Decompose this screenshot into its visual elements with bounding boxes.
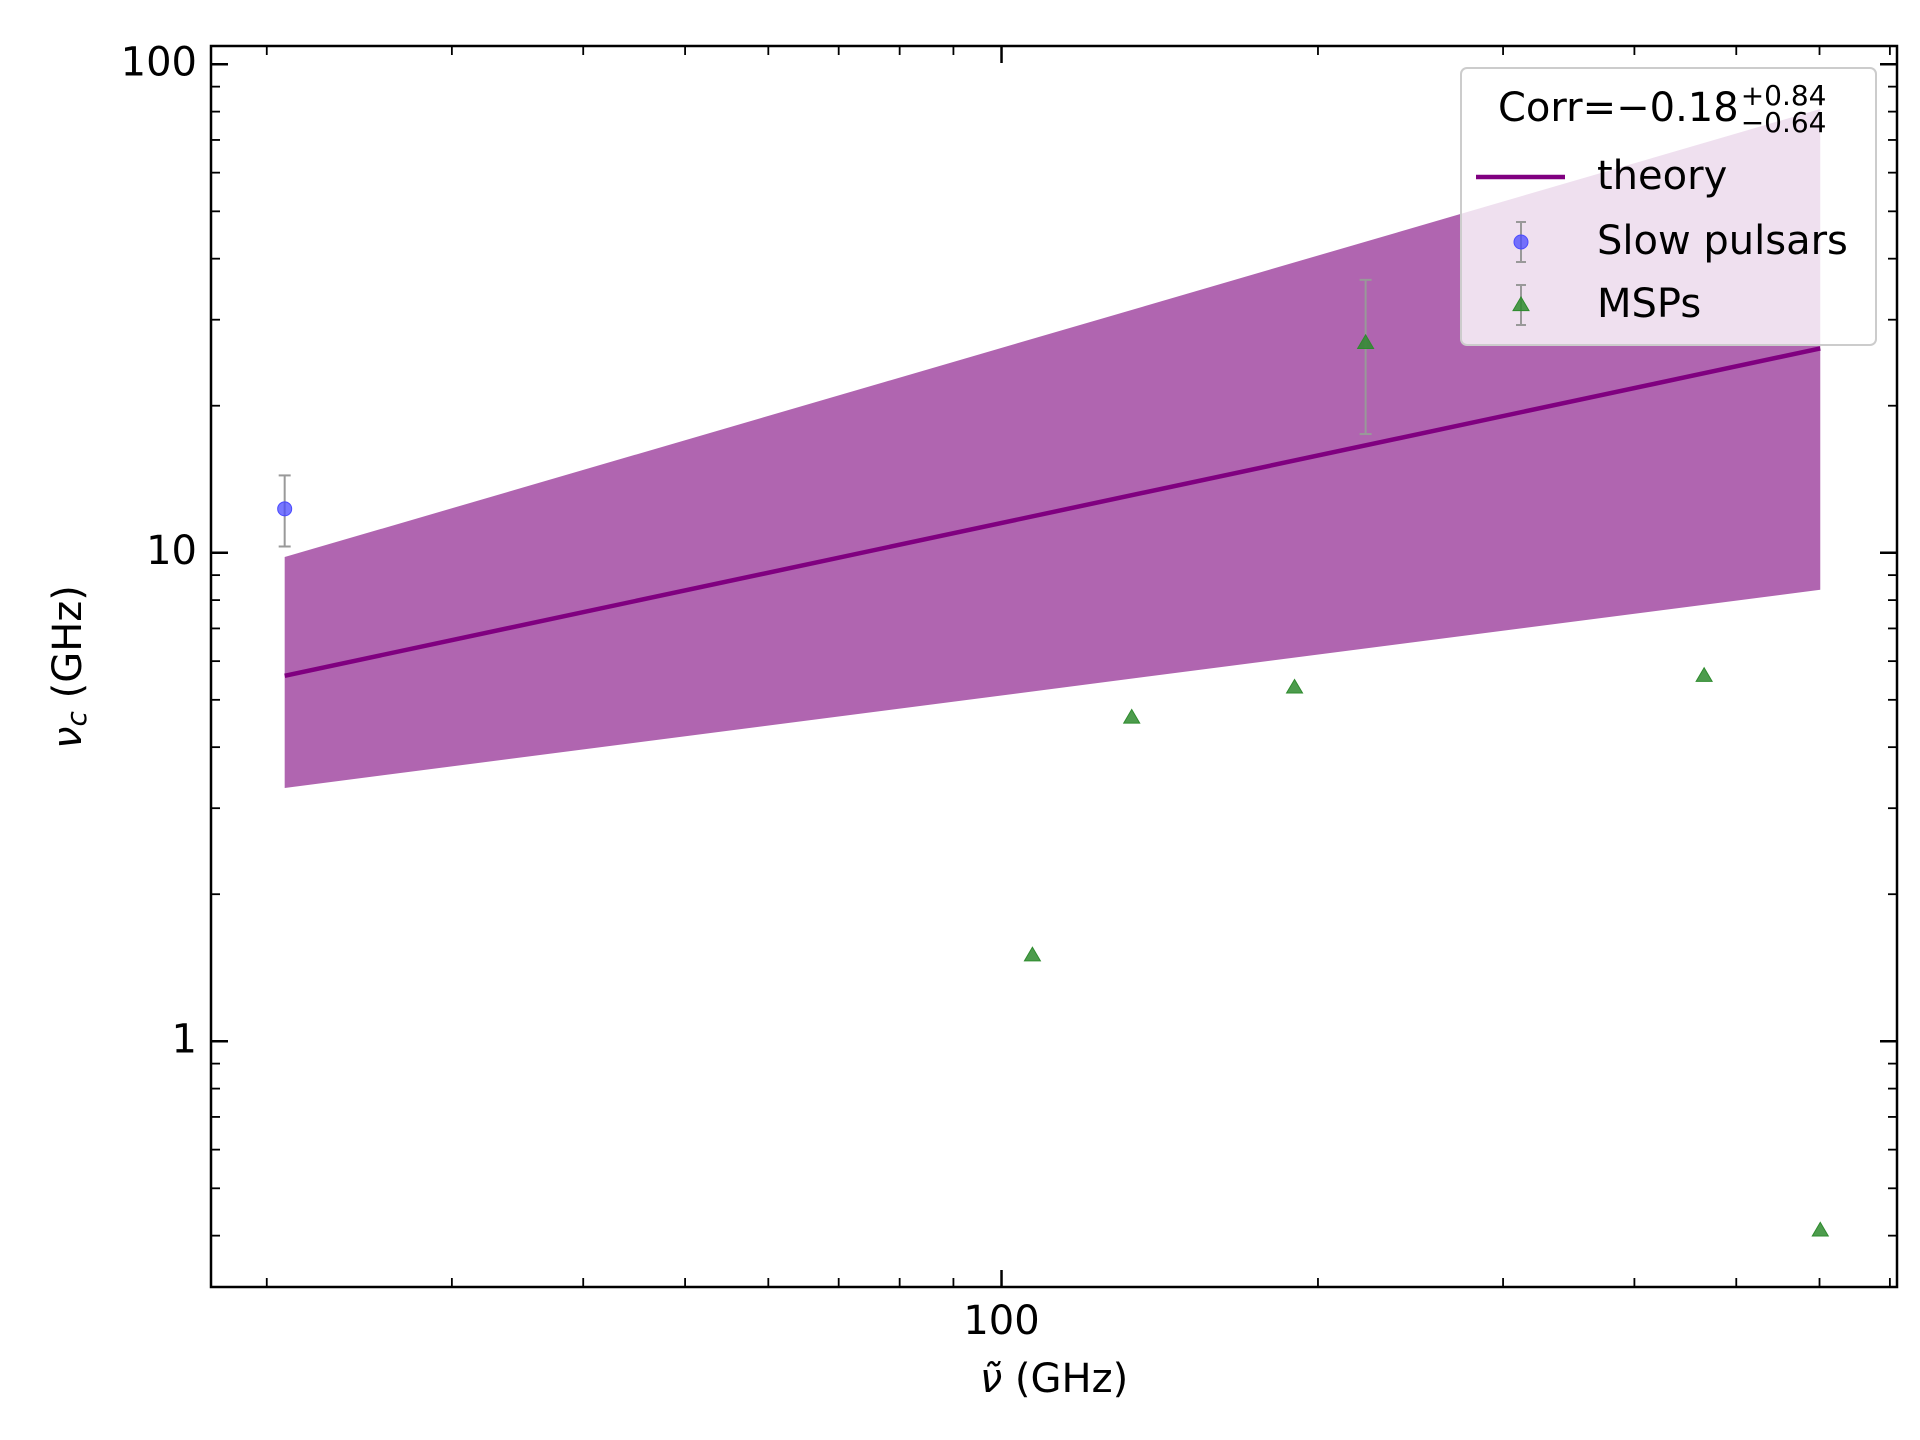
point [1695, 666, 1713, 682]
axes-frame [209, 44, 1899, 1289]
legend-marker [1512, 296, 1530, 312]
y-label-sub: c [60, 711, 93, 727]
point [1023, 946, 1042, 962]
point [1811, 1221, 1830, 1237]
legend-title-sub: −0.64 [1741, 106, 1827, 139]
y-label-unit: (GHz) [45, 585, 91, 698]
x-label-symbol: ν̃ [980, 1356, 1002, 1402]
legend-title: Corr=−0.18 [1498, 85, 1739, 131]
legend-box [1460, 67, 1877, 346]
y-label-unit-space [45, 698, 91, 711]
y-label-symbol: ν [45, 727, 91, 749]
legend: Corr=−0.18 +0.84−0.64 theory Slow pulsars MS… [1460, 67, 1877, 346]
plot-area [277, 108, 1830, 1237]
point [1122, 708, 1141, 724]
error-bar [1359, 278, 1372, 436]
y-tick-label: 1 [172, 1016, 197, 1062]
point [1356, 333, 1375, 349]
confidence-band [284, 108, 1821, 788]
x-tick-label: 100 [963, 1298, 1039, 1344]
x-label-unit: (GHz) [1015, 1356, 1128, 1402]
y-tick-label: 100 [121, 39, 197, 85]
legend-title-sup: +0.84 [1741, 79, 1827, 112]
y-axis-label: νc (GHz) [45, 585, 93, 749]
legend-label: MSPs [1597, 281, 1701, 327]
theory-line [284, 346, 1821, 678]
legend-marker [1513, 234, 1529, 250]
x-axis-label: ν̃ (GHz) [980, 1356, 1128, 1402]
y-tick-label: 10 [146, 528, 197, 574]
legend-label: theory [1597, 153, 1727, 199]
point [277, 501, 293, 517]
point [1285, 678, 1304, 694]
legend-label: Slow pulsars [1597, 218, 1848, 264]
